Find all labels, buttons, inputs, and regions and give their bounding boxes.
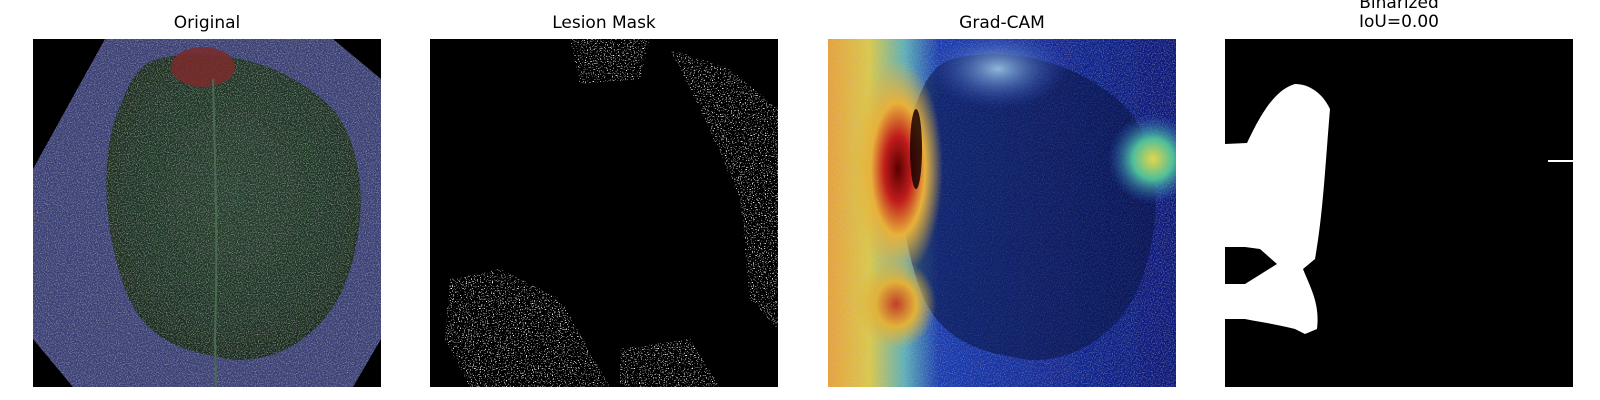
lesion-spot [171,47,235,87]
mask-region-top [570,39,650,84]
panel-title-binarized: Binarized IoU=0.00 [1225,0,1573,32]
cam-leaf-overlay [901,54,1156,360]
cam-hotspot-right [1108,114,1176,204]
cam-hotspot-lower [856,259,936,349]
grad-cam-panel [828,39,1176,387]
original-image-panel [33,39,381,387]
cam-hotspot-main [853,59,943,279]
grad-cam-image [828,39,1176,387]
binarized-mask-shape [1225,84,1330,334]
panel-title-original: Original [173,13,241,33]
cam-peak [910,109,922,189]
lesion-mask-image [430,39,778,387]
mask-region-bottom-left [445,269,610,387]
iou-score-text: IoU=0.00 [1359,12,1439,32]
cam-hotspot-top [928,39,1068,109]
binarized-mask-line [1548,160,1573,162]
mask-region-right [670,49,778,329]
mask-region-bottom [620,339,720,387]
panel-title-grad-cam: Grad-CAM [959,13,1045,33]
panel-title-lesion-mask: Lesion Mask [552,13,656,33]
leaf-midrib [212,78,218,387]
lesion-mask-panel [430,39,778,387]
binarized-image [1225,39,1573,387]
leaf-shape [106,54,361,360]
original-leaf-image [33,39,381,387]
binarized-title-text: Binarized [1359,0,1439,13]
binarized-panel [1225,39,1573,387]
